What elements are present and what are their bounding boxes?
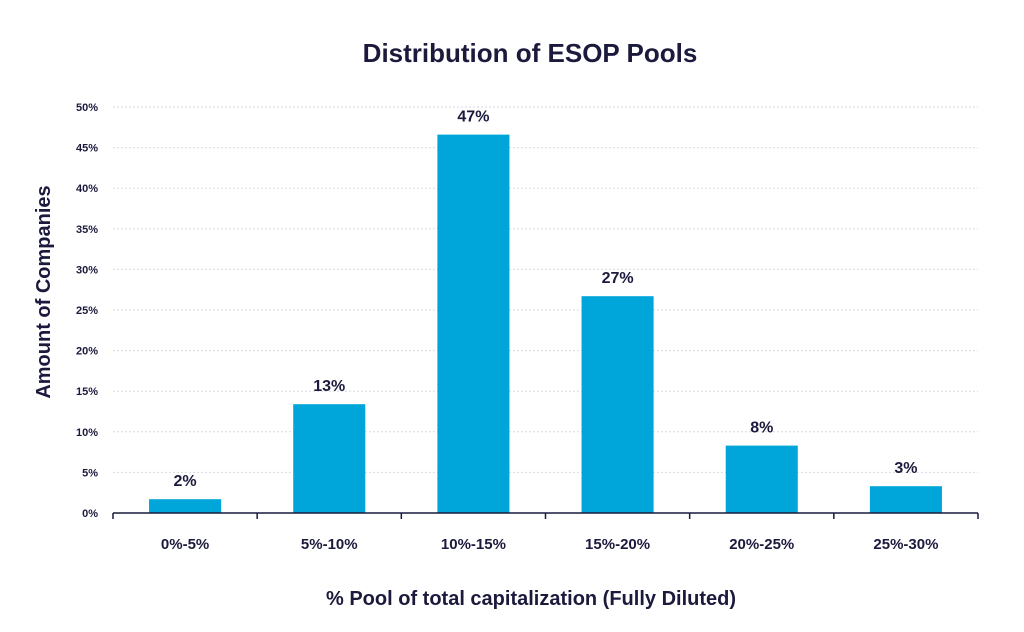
gridlines xyxy=(113,106,978,473)
y-axis-ticks: 0% 5% 10% 15% 20% 25% 30% 35% 40% 45% 50% xyxy=(76,102,98,520)
data-label: 3% xyxy=(894,460,917,477)
x-axis-title: % Pool of total capitalization (Fully Di… xyxy=(326,588,736,610)
chart-title: Distribution of ESOP Pools xyxy=(363,38,698,68)
y-tick-label: 0% xyxy=(82,508,98,520)
bar xyxy=(293,404,366,513)
data-label: 13% xyxy=(313,378,345,395)
y-tick-label: 40% xyxy=(76,183,98,195)
x-tick-label: 25%-30% xyxy=(873,536,938,553)
y-tick-label: 45% xyxy=(76,143,98,155)
bars xyxy=(149,134,942,513)
y-tick-label: 50% xyxy=(76,102,98,114)
data-label: 8% xyxy=(750,420,773,437)
x-tick-label: 15%-20% xyxy=(585,536,650,553)
y-tick-label: 35% xyxy=(76,224,98,236)
x-tick-label: 20%-25% xyxy=(729,536,794,553)
y-tick-label: 10% xyxy=(76,427,98,439)
x-tick-label: 5%-10% xyxy=(301,536,358,553)
x-tick-label: 0%-5% xyxy=(161,536,209,553)
bar xyxy=(581,296,654,513)
y-tick-label: 20% xyxy=(76,346,98,358)
data-label: 47% xyxy=(457,109,489,126)
x-axis: 0%-5% 5%-10% 10%-15% 15%-20% 20%-25% 25%-30% xyxy=(112,512,979,553)
y-tick-label: 25% xyxy=(76,305,98,317)
bar xyxy=(869,486,942,513)
data-labels: 2% 13% 47% 27% 8% 3% xyxy=(174,109,918,491)
y-axis-title: Amount of Companies xyxy=(33,185,55,398)
data-label: 2% xyxy=(174,473,197,490)
data-label: 27% xyxy=(602,270,634,287)
bar xyxy=(437,134,510,513)
bar xyxy=(725,445,798,513)
bar xyxy=(149,499,222,513)
y-tick-label: 15% xyxy=(76,386,98,398)
x-tick-label: 10%-15% xyxy=(441,536,506,553)
y-tick-label: 5% xyxy=(82,467,98,479)
y-tick-label: 30% xyxy=(76,264,98,276)
